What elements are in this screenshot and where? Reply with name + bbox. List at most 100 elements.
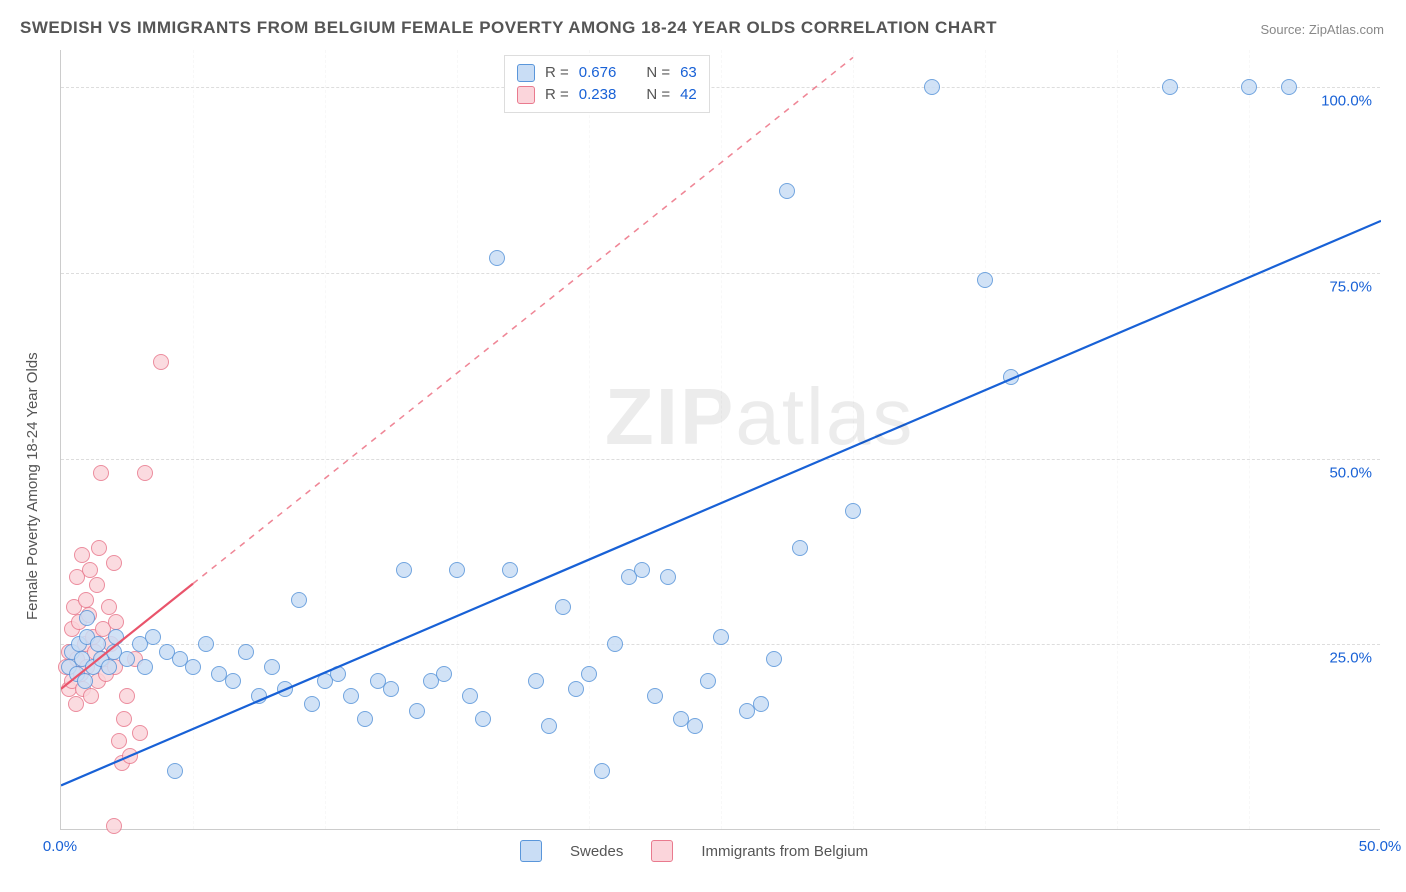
stats-row-swedes: R = 0.676 N = 63 xyxy=(517,62,697,84)
belgium-point xyxy=(89,577,105,593)
swedes-point xyxy=(475,711,491,727)
vgrid xyxy=(985,50,986,829)
belgium-point xyxy=(122,748,138,764)
belgium-point xyxy=(132,725,148,741)
swedes-point xyxy=(713,629,729,645)
swedes-swatch xyxy=(517,64,535,82)
belgium-point xyxy=(93,465,109,481)
swedes-point xyxy=(225,673,241,689)
swedes-point xyxy=(449,562,465,578)
xtick-label: 50.0% xyxy=(1359,838,1402,855)
belgium-point xyxy=(91,540,107,556)
vgrid xyxy=(325,50,326,829)
swedes-point xyxy=(383,681,399,697)
vgrid xyxy=(853,50,854,829)
belgium-point xyxy=(137,465,153,481)
swedes-point xyxy=(594,763,610,779)
belgium-point xyxy=(106,818,122,834)
swedes-point xyxy=(304,696,320,712)
swedes-point xyxy=(251,688,267,704)
n-label: N = xyxy=(646,84,670,106)
swedes-point xyxy=(409,703,425,719)
belgium-point xyxy=(106,555,122,571)
belgium-point xyxy=(119,688,135,704)
swedes-point xyxy=(779,183,795,199)
swedes-point xyxy=(108,629,124,645)
belgium-point xyxy=(116,711,132,727)
stats-row-belgium: R = 0.238 N = 42 xyxy=(517,84,697,106)
swedes-point xyxy=(119,651,135,667)
yaxis-label: Female Poverty Among 18-24 Year Olds xyxy=(24,352,41,620)
belgium-point xyxy=(83,688,99,704)
swedes-point xyxy=(357,711,373,727)
r-value-belgium: 0.238 xyxy=(579,84,617,106)
swedes-point xyxy=(753,696,769,712)
chart-title: SWEDISH VS IMMIGRANTS FROM BELGIUM FEMAL… xyxy=(20,18,997,38)
swedes-point xyxy=(1241,79,1257,95)
swedes-point xyxy=(167,763,183,779)
swedes-point xyxy=(700,673,716,689)
swedes-point xyxy=(1281,79,1297,95)
swedes-point xyxy=(634,562,650,578)
swedes-point xyxy=(502,562,518,578)
n-value-belgium: 42 xyxy=(680,84,697,106)
belgium-point xyxy=(108,614,124,630)
swedes-point xyxy=(79,610,95,626)
swedes-point xyxy=(101,659,117,675)
swedes-point xyxy=(489,250,505,266)
swedes-point xyxy=(198,636,214,652)
swedes-point xyxy=(1003,369,1019,385)
swedes-point xyxy=(647,688,663,704)
plot-area: 25.0% 50.0% 75.0% 100.0% xyxy=(60,50,1380,830)
belgium-point xyxy=(78,592,94,608)
xtick-label: 0.0% xyxy=(43,838,77,855)
vgrid xyxy=(193,50,194,829)
swedes-point xyxy=(330,666,346,682)
ytick-label: 25.0% xyxy=(1329,650,1372,667)
belgium-swatch xyxy=(517,86,535,104)
swedes-point xyxy=(766,651,782,667)
swedes-point xyxy=(924,79,940,95)
swedes-point xyxy=(277,681,293,697)
stats-legend: R = 0.676 N = 63 R = 0.238 N = 42 xyxy=(504,55,710,113)
swedes-point xyxy=(343,688,359,704)
swedes-point xyxy=(90,636,106,652)
vgrid xyxy=(457,50,458,829)
belgium-point xyxy=(153,354,169,370)
belgium-swatch-bottom xyxy=(651,840,673,862)
vgrid xyxy=(721,50,722,829)
ytick-label: 100.0% xyxy=(1321,93,1372,110)
belgium-point xyxy=(111,733,127,749)
swedes-point xyxy=(77,673,93,689)
swedes-point xyxy=(660,569,676,585)
n-value-swedes: 63 xyxy=(680,62,697,84)
swedes-point xyxy=(792,540,808,556)
swedes-point xyxy=(528,673,544,689)
source-label: Source: ZipAtlas.com xyxy=(1260,22,1384,37)
swedes-point xyxy=(845,503,861,519)
swedes-point xyxy=(541,718,557,734)
swedes-point xyxy=(145,629,161,645)
belgium-point xyxy=(101,599,117,615)
n-label: N = xyxy=(646,62,670,84)
r-label: R = xyxy=(545,84,569,106)
swedes-point xyxy=(396,562,412,578)
swedes-point xyxy=(687,718,703,734)
swedes-point xyxy=(238,644,254,660)
bottom-legend: Swedes Immigrants from Belgium xyxy=(520,840,868,862)
swedes-point xyxy=(555,599,571,615)
ytick-label: 50.0% xyxy=(1329,464,1372,481)
swedes-swatch-bottom xyxy=(520,840,542,862)
vgrid xyxy=(589,50,590,829)
swedes-point xyxy=(607,636,623,652)
vgrid xyxy=(1117,50,1118,829)
swedes-point xyxy=(581,666,597,682)
belgium-point xyxy=(82,562,98,578)
swedes-label: Swedes xyxy=(570,843,623,860)
swedes-point xyxy=(568,681,584,697)
belgium-point xyxy=(74,547,90,563)
swedes-point xyxy=(264,659,280,675)
swedes-point xyxy=(462,688,478,704)
belgium-point xyxy=(68,696,84,712)
ytick-label: 75.0% xyxy=(1329,278,1372,295)
